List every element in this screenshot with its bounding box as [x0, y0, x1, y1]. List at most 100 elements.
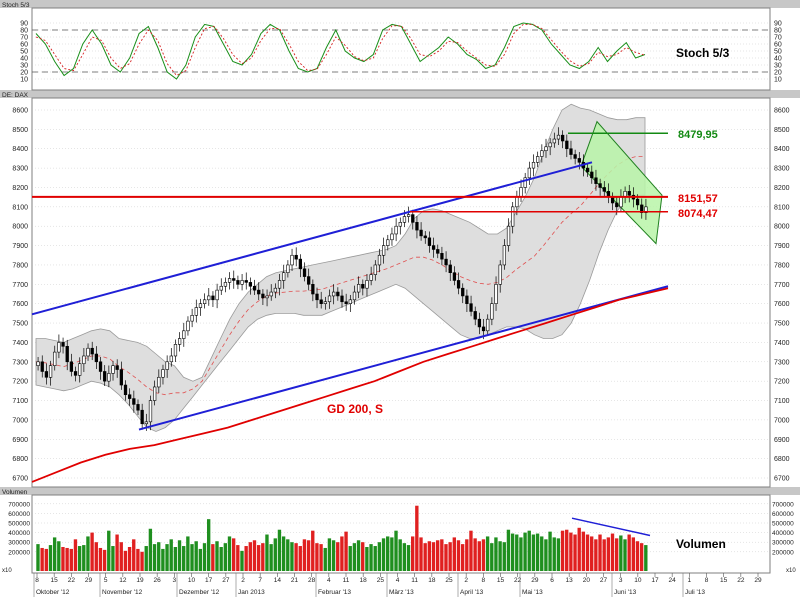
- candle-body: [286, 264, 290, 273]
- price-tick-label: 7600: [12, 301, 28, 308]
- volume-bar: [36, 544, 40, 571]
- volume-bar: [398, 539, 402, 571]
- candle-body: [169, 355, 173, 363]
- candle-body: [544, 146, 548, 151]
- volume-bar: [390, 537, 394, 571]
- x-day-label: 8: [482, 577, 486, 584]
- x-day-label: 21: [291, 577, 299, 584]
- price-tick-label: 6800: [12, 456, 28, 463]
- volume-bar: [161, 548, 165, 571]
- volume-bar: [569, 532, 573, 571]
- x-day-label: 22: [514, 577, 522, 584]
- price-tick-label: 8300: [12, 166, 28, 173]
- candle-body: [527, 167, 531, 179]
- x-day-label: 27: [222, 577, 230, 584]
- ma200-label: GD 200, S: [327, 402, 383, 416]
- volume-tick-label: 500000: [772, 521, 794, 528]
- volume-bar: [435, 540, 440, 571]
- candle-body: [540, 150, 544, 157]
- volume-bar: [590, 536, 594, 571]
- candle-body: [602, 187, 606, 192]
- stoch-tick-label: 30: [774, 63, 782, 70]
- price-tick-label: 8000: [12, 224, 28, 231]
- candlesticks: [36, 127, 648, 431]
- volume-bar: [402, 543, 407, 571]
- candle-body: [373, 264, 377, 275]
- candle-body: [419, 229, 423, 237]
- x-day-label: 15: [720, 577, 728, 584]
- candle-body: [202, 299, 207, 304]
- candle-body: [548, 142, 552, 148]
- price-tick-label: 7700: [12, 282, 28, 289]
- x-day-label: 29: [754, 577, 762, 584]
- volume-bar: [639, 543, 644, 571]
- candle-body: [40, 361, 44, 372]
- candle-body: [198, 303, 203, 308]
- candle-body: [477, 318, 482, 328]
- candle-body: [427, 237, 432, 246]
- stoch-tick-label: 70: [774, 35, 782, 42]
- volume-bar: [498, 541, 502, 571]
- candle-body: [556, 134, 561, 140]
- candle-body: [207, 295, 211, 301]
- candle-body: [257, 289, 261, 295]
- volume-tick-label: 500000: [8, 521, 30, 528]
- price-tick-label: 7300: [12, 359, 28, 366]
- x-day-label: 24: [669, 577, 677, 584]
- x-axis: 8 15 22 29 5 12 19 26 3 10 17 27 2 7 14 21 28 4 11 18 25 4 11 1…: [33, 573, 762, 597]
- volume-bar: [294, 543, 298, 571]
- x-day-label: 15: [51, 577, 59, 584]
- volume-bar: [182, 546, 186, 571]
- candle-body: [173, 344, 178, 357]
- x-month-label: Oktober '12: [36, 589, 70, 596]
- stoch-tick-label: 60: [774, 42, 782, 49]
- volume-tick-label: 300000: [772, 540, 794, 547]
- candle-body: [586, 167, 590, 173]
- candle-body: [440, 253, 444, 260]
- stoch-series: [35, 22, 646, 80]
- volume-bar: [544, 539, 548, 571]
- candle-body: [594, 177, 598, 184]
- price-tick-label: 7600: [774, 301, 790, 308]
- volume-bar: [302, 539, 307, 571]
- volume-bar: [431, 542, 436, 571]
- volume-tick-label: 600000: [8, 511, 30, 518]
- volume-bar: [65, 547, 69, 571]
- volume-bar: [119, 542, 123, 571]
- candle-body: [78, 363, 82, 376]
- candle-body: [240, 280, 244, 285]
- candle-body: [615, 202, 619, 208]
- volume-bar: [502, 542, 506, 571]
- candle-body: [506, 225, 511, 246]
- candle-body: [57, 342, 61, 353]
- candle-body: [119, 369, 123, 386]
- candle-body: [361, 284, 365, 289]
- x-day-label: 20: [583, 577, 591, 584]
- volume-bar: [169, 539, 173, 571]
- volume-bar: [331, 540, 336, 571]
- volume-bar: [394, 530, 398, 571]
- stoch-tick-label: 10: [20, 77, 28, 84]
- candle-body: [265, 295, 269, 299]
- volume-bar: [194, 541, 198, 571]
- volume-bar: [623, 539, 627, 571]
- candle-body: [98, 361, 103, 372]
- volume-bar: [248, 542, 252, 571]
- price-tick-label: 8200: [774, 185, 790, 192]
- volume-bar: [306, 540, 311, 571]
- candle-body: [398, 222, 402, 227]
- candle-body: [465, 295, 469, 304]
- volume-bar: [40, 547, 44, 571]
- volume-bar: [506, 529, 511, 571]
- x-month-label: März '13: [389, 589, 414, 596]
- stoch-tick-label: 90: [20, 21, 28, 28]
- candle-body: [619, 196, 623, 208]
- volume-bar: [94, 542, 98, 571]
- volume-bar: [481, 539, 486, 571]
- candle-body: [123, 384, 128, 396]
- volume-bar: [127, 547, 132, 571]
- ma200-line: [31, 287, 669, 483]
- volume-bar: [73, 539, 78, 571]
- x-day-label: 1: [688, 577, 692, 584]
